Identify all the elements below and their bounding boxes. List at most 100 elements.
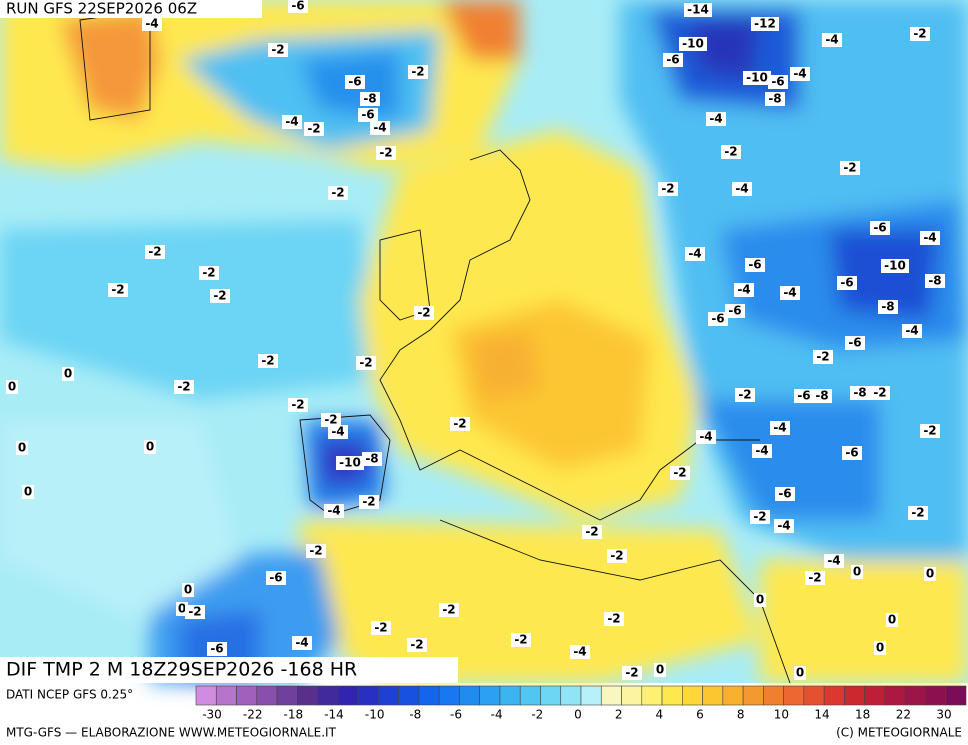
contour-label: -2 (873, 386, 886, 400)
colorbar-swatch (337, 685, 359, 706)
contour-label: 0 (146, 440, 154, 454)
contour-label: -2 (923, 424, 936, 438)
colorbar-swatch (357, 685, 379, 706)
colorbar-label: 2 (615, 708, 623, 722)
contour-label: 0 (24, 485, 32, 499)
label-box (768, 75, 788, 89)
colorbar: -30 -22 -18 -14 -10 -8 -6 -4 -2 0 2 4 6 8 10 14 18 22 30 (195, 685, 967, 722)
label-box (721, 145, 741, 159)
label-box (336, 456, 364, 470)
label-box (837, 276, 857, 290)
label-box (324, 504, 344, 518)
label-box (751, 17, 779, 31)
colorbar-label: 22 (896, 708, 911, 722)
contour-label: -6 (771, 75, 784, 89)
label-box (407, 638, 427, 652)
contour-label: 0 (796, 666, 804, 680)
contour-label: -2 (261, 354, 274, 368)
label-box (845, 336, 865, 350)
contour-label: 0 (64, 367, 72, 381)
field-title: DIF TMP 2 M 18Z29SEP2026 -168 HR (6, 659, 357, 681)
label-box (754, 593, 766, 607)
label-box (199, 266, 219, 280)
colorbar-label: -4 (491, 708, 503, 722)
colorbar-label: 18 (855, 708, 870, 722)
colorbar-label: 6 (696, 708, 704, 722)
colorbar-swatch (621, 685, 643, 706)
colorbar-swatch (925, 685, 947, 706)
colorbar-label: -22 (243, 708, 263, 722)
label-box (842, 446, 862, 460)
contour-label: -6 (845, 446, 858, 460)
label-box (684, 3, 712, 17)
label-box (696, 430, 716, 444)
colorbar-label: -6 (450, 708, 462, 722)
colorbar-swatch (580, 685, 602, 706)
label-box (328, 186, 348, 200)
contour-label: -6 (291, 0, 304, 13)
contour-label: -2 (753, 510, 766, 524)
label-box (144, 440, 156, 454)
label-box (62, 367, 74, 381)
colorbar-swatch (945, 685, 967, 706)
colorbar-swatch (600, 685, 622, 706)
contour-labels: -4-6-2-2-6-8-6-4-4 -2-2-2-14-12-10-6-10 -6… (6, 0, 945, 680)
colorbar-swatch (702, 685, 724, 706)
contour-label: -2 (911, 506, 924, 520)
label-box (359, 495, 379, 509)
label-box (775, 487, 795, 501)
label-box (886, 613, 898, 627)
label-box (812, 389, 832, 403)
colorbar-swatch (499, 685, 521, 706)
label-box (874, 641, 886, 655)
contour-label: -4 (793, 67, 806, 81)
contour-label: -2 (309, 544, 322, 558)
contour-label: -2 (610, 549, 623, 563)
label-box (450, 417, 470, 431)
label-box (356, 356, 376, 370)
label-box (414, 306, 434, 320)
contour-label: -6 (778, 487, 791, 501)
contour-label: -6 (348, 75, 361, 89)
contour-label: 0 (18, 441, 26, 455)
contour-label: -4 (777, 519, 790, 533)
contour-label: -2 (111, 283, 124, 297)
label-box (881, 259, 909, 273)
contour-label: -2 (411, 65, 424, 79)
label-box (358, 108, 378, 122)
contour-label: -4 (709, 112, 722, 126)
label-box (840, 161, 860, 175)
colorbar-label: -18 (284, 708, 304, 722)
header-box (0, 0, 262, 18)
contour-label: -4 (688, 247, 701, 261)
colorbar-swatch (742, 685, 764, 706)
label-box (408, 65, 428, 79)
contour-label: 0 (656, 663, 664, 677)
contour-label: -4 (755, 444, 768, 458)
contour-label: -2 (738, 388, 751, 402)
contour-label: -4 (735, 182, 748, 196)
colorbar-swatch (722, 685, 744, 706)
contour-label: -8 (363, 92, 376, 106)
contour-label: -2 (661, 182, 674, 196)
colorbar-swatch (276, 685, 298, 706)
contour-label: -2 (673, 466, 686, 480)
colorbar-swatch (864, 685, 886, 706)
run-title: RUN GFS 22SEP2026 06Z (6, 0, 197, 18)
label-box (292, 636, 312, 650)
label-box (321, 413, 341, 427)
contour-label: -4 (145, 17, 158, 31)
colorbar-label: -14 (324, 708, 344, 722)
label-box (732, 182, 752, 196)
contour-label: -2 (585, 525, 598, 539)
colorbar-swatch (540, 685, 562, 706)
label-box (328, 425, 348, 439)
label-box (288, 0, 308, 13)
label-box (743, 71, 771, 85)
map-field (0, 0, 968, 684)
contour-label: -2 (808, 571, 821, 585)
colorbar-swatch (418, 685, 440, 706)
contour-label: -4 (373, 121, 386, 135)
label-box (658, 182, 678, 196)
label-box (622, 666, 642, 680)
